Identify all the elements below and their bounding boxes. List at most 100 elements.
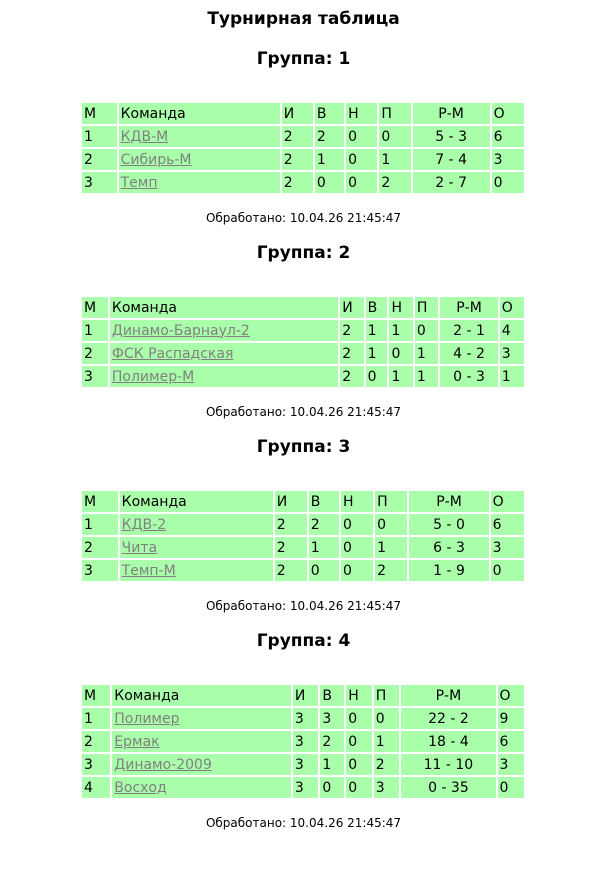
team-link[interactable]: Чита [121,539,158,556]
header-goals: Р-М [412,103,490,124]
cell-place: 3 [82,754,111,775]
header-goals: Р-М [409,491,489,512]
team-link[interactable]: Сибирь-М [120,151,192,168]
header-place: М [82,297,108,318]
cell-team: Чита [119,537,273,558]
cell-games: 3 [292,708,319,729]
team-link[interactable]: Динамо-2009 [114,756,212,773]
header-losses: П [373,685,400,706]
cell-losses: 2 [375,560,408,581]
header-points: О [497,685,524,706]
cell-team: КДВ-2 [119,514,273,535]
cell-draws: 0 [346,149,378,170]
cell-place: 2 [82,731,111,752]
cell-team: Динамо-Барнаул-2 [109,320,339,341]
cell-goals: 6 - 3 [409,537,489,558]
header-losses: П [375,491,408,512]
cell-goals: 2 - 7 [412,172,490,193]
cell-points: 6 [497,731,524,752]
groups-container: Группа: 1 М Команда И В Н П Р-М О 1 КДВ-М 2 2 0 0 5 - 3… [0,49,607,832]
cell-goals: 5 - 3 [412,126,490,147]
team-link[interactable]: Темп-М [121,562,176,579]
table-row: 4 Восход 3 0 0 3 0 - 35 0 [82,777,524,798]
header-games: И [340,297,364,318]
cell-games: 2 [281,126,313,147]
team-link[interactable]: КДВ-М [120,128,169,145]
cell-wins: 2 [308,514,339,535]
cell-place: 2 [82,149,117,170]
cell-team: Полимер [112,708,291,729]
header-points: О [499,297,524,318]
header-row: М Команда И В Н П Р-М О [82,491,524,512]
cell-team: Темп-М [119,560,273,581]
team-link[interactable]: КДВ-2 [121,516,167,533]
header-goals: Р-М [401,685,496,706]
cell-wins: 0 [314,172,345,193]
cell-draws: 0 [346,126,378,147]
standings-table: М Команда И В Н П Р-М О 1 КДВ-2 2 2 0 0 5 - 0 6 2 Чита 2 1 0… [80,489,526,583]
cell-points: 3 [490,537,524,558]
cell-wins: 1 [320,754,345,775]
group-section: Группа: 3 М Команда И В Н П Р-М О 1 КДВ-2 2 2 0 0 5 - 0… [0,437,607,615]
cell-wins: 0 [320,777,345,798]
cell-points: 6 [491,126,524,147]
cell-place: 3 [82,366,108,387]
cell-losses: 1 [375,537,408,558]
cell-goals: 1 - 9 [409,560,489,581]
processed-timestamp: Обработано: 10.04.26 21:45:47 [205,816,402,830]
team-link[interactable]: Динамо-Барнаул-2 [111,322,250,339]
cell-games: 2 [274,560,307,581]
cell-team: Восход [112,777,291,798]
cell-wins: 0 [308,560,339,581]
cell-place: 3 [82,172,117,193]
cell-draws: 0 [340,514,374,535]
cell-team: ФСК Распадская [109,343,339,364]
header-draws: Н [340,491,374,512]
cell-wins: 1 [365,343,388,364]
cell-place: 2 [82,343,108,364]
team-link[interactable]: Полимер [114,710,180,727]
header-goals: Р-М [440,297,498,318]
cell-games: 3 [292,777,319,798]
team-link[interactable]: ФСК Распадская [111,345,234,362]
cell-team: Ермак [112,731,291,752]
header-team: Команда [112,685,291,706]
cell-losses: 3 [373,777,400,798]
cell-games: 3 [292,731,319,752]
cell-wins: 1 [308,537,339,558]
processed-timestamp: Обработано: 10.04.26 21:45:47 [205,211,402,225]
header-games: И [274,491,307,512]
team-link[interactable]: Ермак [114,733,160,750]
cell-draws: 0 [389,343,413,364]
header-games: И [281,103,313,124]
team-link[interactable]: Полимер-М [111,368,195,385]
cell-goals: 5 - 0 [409,514,489,535]
cell-draws: 1 [389,366,413,387]
processed-timestamp: Обработано: 10.04.26 21:45:47 [205,599,402,613]
cell-games: 2 [274,537,307,558]
cell-points: 3 [491,149,524,170]
cell-losses: 1 [379,149,411,170]
cell-losses: 0 [375,514,408,535]
cell-points: 6 [490,514,524,535]
header-wins: В [308,491,339,512]
standings-table: М Команда И В Н П Р-М О 1 Полимер 3 3 0 0 22 - 2 9 2 Ерма… [80,683,526,800]
team-link[interactable]: Восход [114,779,167,796]
team-link[interactable]: Темп [120,174,158,191]
header-team: Команда [119,491,273,512]
cell-losses: 0 [414,320,439,341]
cell-points: 0 [491,172,524,193]
group-title: Группа: 4 [256,631,351,651]
table-row: 3 Динамо-2009 3 1 0 2 11 - 10 3 [82,754,524,775]
cell-team: Полимер-М [109,366,339,387]
header-row: М Команда И В Н П Р-М О [82,297,524,318]
header-points: О [491,103,524,124]
cell-games: 2 [340,320,364,341]
processed-timestamp: Обработано: 10.04.26 21:45:47 [205,405,402,419]
header-team: Команда [109,297,339,318]
